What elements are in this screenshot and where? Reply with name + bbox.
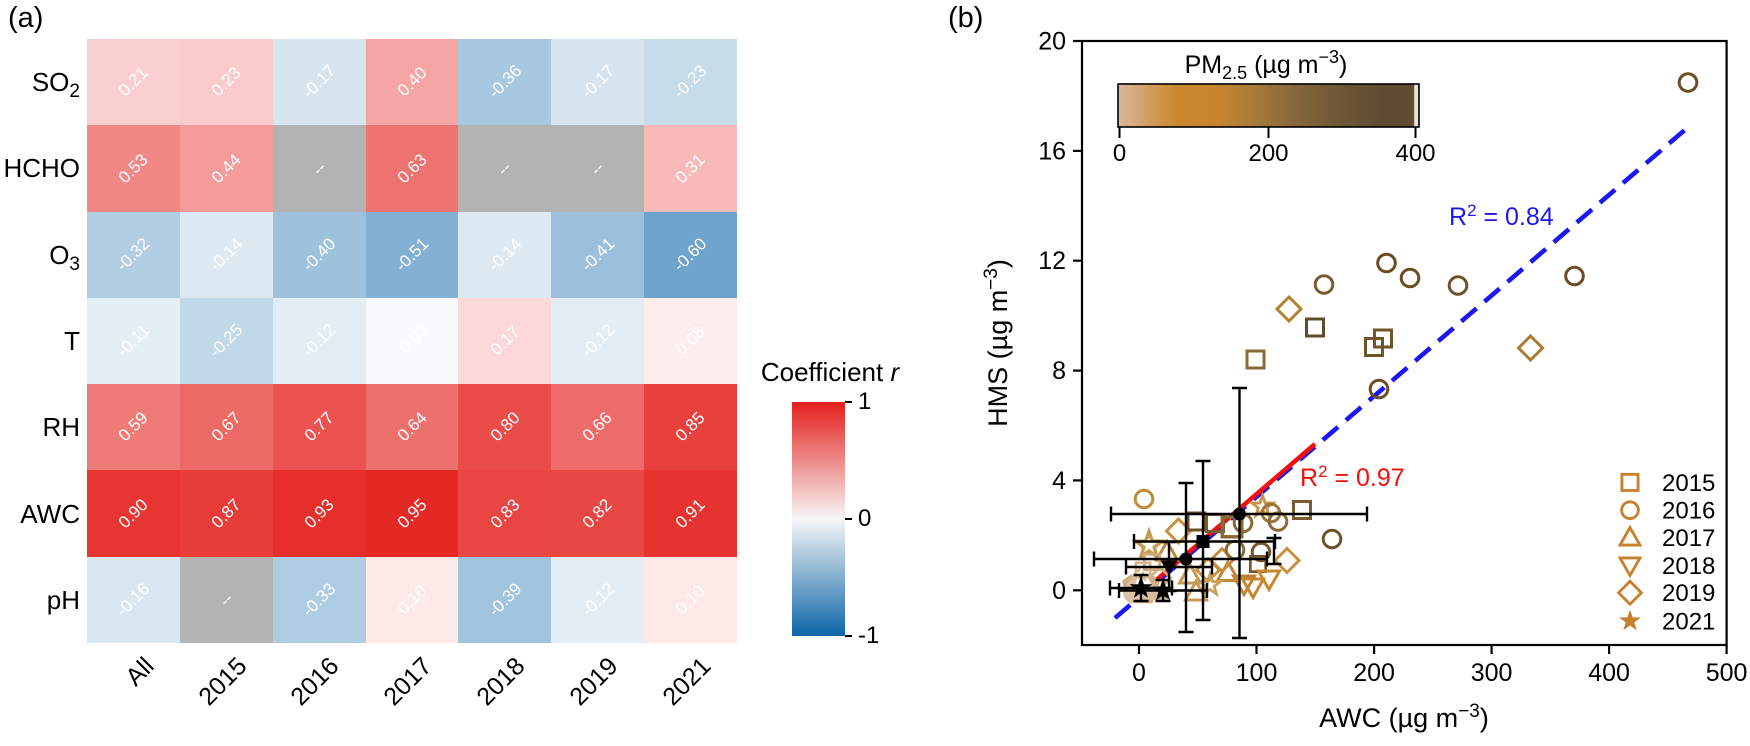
svg-text:0: 0 — [1132, 659, 1146, 687]
svg-text:2016: 2016 — [1662, 498, 1715, 525]
svg-text:300: 300 — [1471, 659, 1513, 687]
svg-text:12: 12 — [1038, 247, 1066, 275]
svg-text:0: 0 — [1113, 140, 1126, 167]
svg-text:20: 20 — [1038, 28, 1066, 56]
svg-text:200: 200 — [1353, 659, 1395, 687]
svg-text:8: 8 — [1052, 357, 1066, 385]
svg-text:0: 0 — [1052, 577, 1066, 605]
svg-text:R2 = 0.84: R2 = 0.84 — [1449, 201, 1554, 231]
svg-text:400: 400 — [1395, 140, 1435, 167]
svg-text:R2 = 0.97: R2 = 0.97 — [1300, 462, 1405, 492]
svg-text:16: 16 — [1038, 137, 1066, 165]
svg-text:200: 200 — [1248, 140, 1288, 167]
svg-text:2015: 2015 — [1662, 470, 1715, 497]
svg-text:2018: 2018 — [1662, 553, 1715, 580]
svg-text:PM2.5 (µg m−3): PM2.5 (µg m−3) — [1185, 47, 1348, 83]
svg-text:100: 100 — [1236, 659, 1278, 687]
svg-text:2019: 2019 — [1662, 580, 1715, 607]
svg-text:AWC (µg m−3): AWC (µg m−3) — [1319, 701, 1489, 733]
svg-text:2021: 2021 — [1662, 609, 1715, 636]
svg-text:400: 400 — [1588, 659, 1630, 687]
svg-text:4: 4 — [1052, 467, 1066, 495]
svg-text:500: 500 — [1706, 659, 1748, 687]
svg-text:HMS (µg m−3): HMS (µg m−3) — [981, 259, 1013, 427]
svg-text:2017: 2017 — [1662, 525, 1715, 552]
